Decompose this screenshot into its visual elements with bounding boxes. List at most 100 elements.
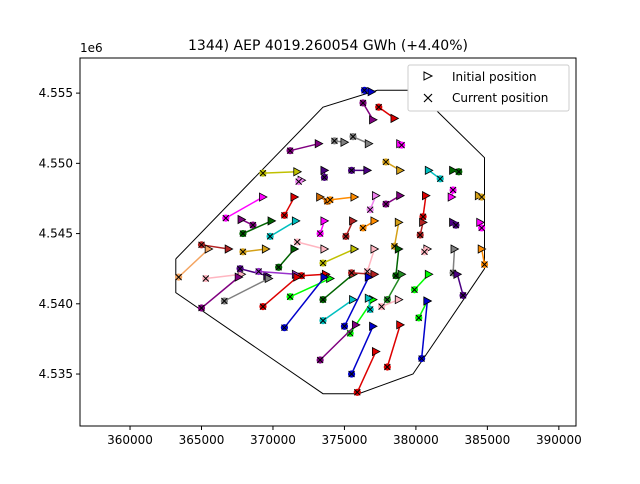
turbine-path-line <box>322 298 354 322</box>
x-tick-label: 375000 <box>322 433 368 447</box>
y-offset-label: 1e6 <box>80 41 103 55</box>
initial-position-marker <box>477 244 487 254</box>
current-position-marker <box>416 231 424 239</box>
initial-position-marker <box>259 192 268 202</box>
x-tick-label: 385000 <box>464 433 510 447</box>
x-tick-label: 390000 <box>536 433 582 447</box>
turbine-path-line <box>269 220 297 238</box>
initial-position-marker <box>293 167 303 177</box>
y-tick-label: 4.550 <box>39 156 73 170</box>
initial-position-marker <box>370 244 380 254</box>
initial-position-marker <box>423 296 433 306</box>
current-position-marker <box>411 286 418 294</box>
initial-position-marker <box>351 320 361 330</box>
current-position-marker <box>319 296 327 303</box>
turbine-path-line <box>366 248 376 272</box>
turbine-path-line <box>262 276 298 308</box>
legend-box <box>407 64 570 112</box>
turbine-path-line <box>386 273 403 300</box>
current-position-marker <box>349 133 357 141</box>
current-position-marker <box>398 141 405 149</box>
current-position-marker <box>342 233 350 240</box>
current-position-marker <box>348 167 355 174</box>
turbine-path-line <box>289 277 331 298</box>
initial-position-marker <box>320 244 330 254</box>
turbine-path-line <box>319 324 357 361</box>
current-position-marker <box>366 206 374 214</box>
initial-position-marker <box>453 269 463 279</box>
initial-position-marker <box>349 294 358 305</box>
boundary-line <box>175 89 485 395</box>
initial-position-marker <box>370 216 380 226</box>
current-position-marker <box>382 158 390 166</box>
legend-initial-label: Initial position <box>452 70 537 84</box>
turbine-path-line <box>350 325 374 375</box>
initial-position-marker <box>340 137 350 147</box>
current-position-marker <box>436 175 444 183</box>
current-position-marker <box>346 329 354 337</box>
initial-position-marker <box>370 269 380 279</box>
current-position-marker <box>359 224 367 232</box>
turbine-path-line <box>343 276 370 327</box>
current-position-marker <box>281 324 288 332</box>
initial-position-marker <box>367 87 377 97</box>
current-position-marker <box>249 221 257 229</box>
turbine-path-line <box>178 248 210 278</box>
legend-current-label: Current position <box>452 91 548 105</box>
turbine-path-line <box>395 248 400 276</box>
current-position-marker <box>478 224 486 232</box>
current-position-marker <box>259 303 267 310</box>
initial-position-marker <box>422 190 431 201</box>
initial-position-marker <box>326 273 335 284</box>
current-position-marker <box>359 99 367 107</box>
current-position-marker <box>452 221 460 229</box>
turbine-path-line <box>322 248 355 264</box>
current-position-marker <box>295 178 303 185</box>
turbine-path-line <box>262 171 298 174</box>
current-position-marker <box>415 314 423 322</box>
current-position-marker <box>259 169 267 177</box>
x-tick-label: 370000 <box>250 433 296 447</box>
current-position-marker <box>202 275 210 282</box>
current-position-marker <box>348 269 355 277</box>
current-position-marker <box>331 137 338 145</box>
initial-position-marker <box>234 272 244 282</box>
initial-position-marker <box>396 165 406 176</box>
current-position-marker <box>275 263 283 271</box>
current-position-marker <box>236 265 244 273</box>
current-position-marker <box>421 248 428 256</box>
initial-position-marker <box>293 272 303 282</box>
current-position-marker <box>382 200 390 208</box>
current-position-marker <box>286 293 294 301</box>
current-position-marker <box>361 86 368 94</box>
initial-position-marker <box>424 165 434 176</box>
initial-position-marker <box>224 244 234 254</box>
turbine-path-line <box>239 267 268 277</box>
y-tick-label: 4.545 <box>39 227 73 241</box>
initial-position-marker <box>394 294 404 305</box>
current-position-marker <box>266 233 274 240</box>
current-position-marker <box>378 303 385 310</box>
initial-position-marker <box>419 217 428 228</box>
legend-triangle-icon <box>423 71 434 81</box>
axes-frame <box>79 57 577 427</box>
turbine-path-line <box>393 222 400 247</box>
turbine-path-line <box>456 274 464 296</box>
current-position-marker <box>455 168 463 176</box>
current-position-marker <box>316 230 324 237</box>
current-position-marker <box>198 304 205 312</box>
initial-position-marker <box>204 244 214 254</box>
initial-position-marker <box>363 165 373 176</box>
turbine-path-line <box>297 241 325 250</box>
initial-position-marker <box>447 192 457 202</box>
initial-position-marker <box>290 244 300 254</box>
turbine-path-line <box>420 300 429 359</box>
initial-position-marker <box>320 272 330 282</box>
legend: Initial position Current position <box>407 64 570 112</box>
current-position-marker <box>383 363 391 371</box>
turbine-path-line <box>258 270 296 276</box>
current-position-marker <box>341 322 348 330</box>
initial-position-marker <box>237 214 247 225</box>
turbine-path-line <box>224 277 270 302</box>
initial-position-marker <box>364 272 374 282</box>
